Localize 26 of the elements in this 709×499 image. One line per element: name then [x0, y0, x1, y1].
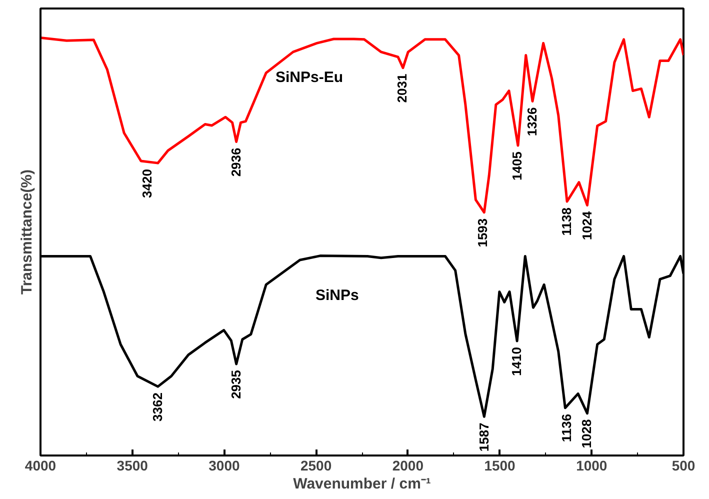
annotation: 3420 [140, 169, 155, 198]
y-axis-title: Transmittance(%) [18, 169, 36, 295]
annotation: 1136 [559, 414, 574, 442]
series-label: SiNPs-Eu [276, 68, 344, 86]
annotation: 1587 [476, 422, 492, 452]
x-tick-label: 500 [672, 458, 696, 474]
annotation: 1028 [579, 419, 594, 448]
x-tick-label: 1000 [576, 458, 608, 474]
x-tick-label: 3000 [208, 458, 240, 474]
series-label: SiNPs [316, 286, 359, 304]
annotation: 1326 [524, 107, 540, 136]
x-tick-label: 2500 [300, 458, 332, 474]
annotation: 1593 [475, 218, 490, 248]
annotation: 1024 [580, 210, 595, 240]
annotation: 1410 [508, 347, 524, 376]
x-tick-label: 2000 [392, 458, 424, 474]
annotation: 1405 [510, 152, 525, 180]
annotation: 2935 [228, 370, 244, 399]
x-tick-label: 1500 [484, 458, 516, 474]
x-tick-label: 3500 [116, 458, 148, 474]
annotation: 2031 [394, 74, 410, 103]
x-axis-title: Wavenumber / cm⁻¹ [293, 476, 431, 492]
x-tick-label: 4000 [24, 458, 56, 474]
annotation: 1138 [558, 208, 574, 236]
annotation: 3362 [150, 392, 166, 422]
annotation: 2936 [228, 148, 244, 177]
